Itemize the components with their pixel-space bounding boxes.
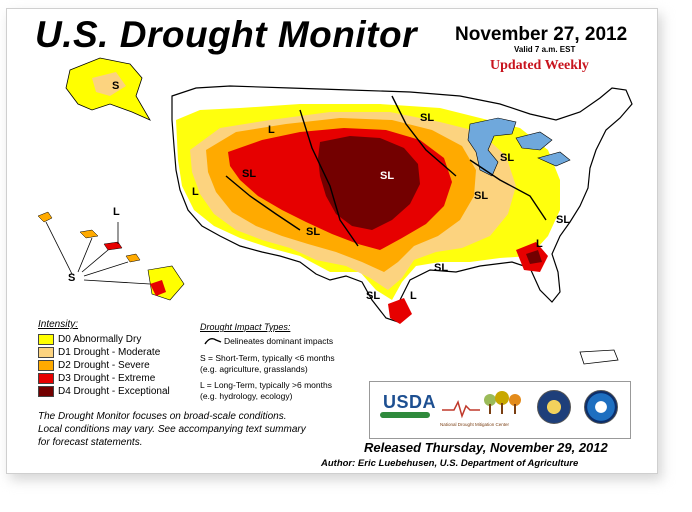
ndmc-caption: National Drought Mitigation Center — [440, 422, 510, 427]
legend-swatch-d0 — [38, 333, 54, 345]
legend-label: D4 Drought - Exceptional — [58, 385, 170, 397]
impact-short-2: (e.g. agriculture, grasslands) — [200, 364, 308, 374]
hawaii-2 — [79, 229, 99, 239]
label-sl-gulf: SL — [474, 190, 489, 202]
hawaii-5-d2 — [150, 280, 166, 296]
label-alaska-s: S — [112, 80, 120, 92]
map-date: November 27, 2012 — [455, 24, 628, 45]
puerto-rico — [579, 349, 619, 365]
label-sl-west: SL — [242, 168, 257, 180]
usda-logo: USDA — [383, 392, 437, 412]
label-l-se: L — [536, 238, 543, 250]
page-title: U.S. Drought Monitor — [35, 14, 417, 55]
legend-swatch-d2 — [38, 359, 54, 371]
legend-label: D2 Drought - Severe — [58, 359, 150, 371]
label-hawaii-l: L — [113, 206, 120, 218]
label-sl-south: SL — [434, 262, 449, 274]
label-l-nw: L — [268, 124, 275, 136]
commerce-seal-icon — [537, 390, 571, 424]
impact-line-icon — [204, 337, 222, 345]
note-line-1: The Drought Monitor focuses on broad-sca… — [38, 411, 287, 422]
legend-swatch-d4 — [38, 385, 54, 397]
noaa-logo-icon — [584, 390, 618, 424]
texas-d3 — [388, 298, 412, 324]
impact-heading: Drought Impact Types: — [200, 322, 291, 332]
label-sl-sw: SL — [306, 226, 321, 238]
author-credit: Author: Eric Luebehusen, U.S. Department… — [321, 458, 579, 469]
legend-heading: Intensity: — [38, 319, 79, 330]
alaska-d1 — [92, 72, 126, 96]
ndmc-logo — [442, 391, 521, 419]
updated-note: Updated Weekly — [490, 58, 589, 73]
label-sl-east: SL — [556, 214, 571, 226]
impact-long-1: L = Long-Term, typically >6 months — [200, 380, 332, 390]
label-sl-center: SL — [380, 170, 395, 182]
legend-item: D1 Drought - Moderate — [38, 346, 160, 358]
usda-wave-icon — [380, 412, 430, 418]
southeast-d4 — [526, 250, 542, 264]
legend-label: D1 Drought - Moderate — [58, 346, 161, 358]
legend-swatch-d1 — [38, 346, 54, 358]
great-lakes — [467, 117, 571, 177]
label-l-ca: L — [192, 186, 199, 198]
label-l-south: L — [410, 290, 417, 302]
legend-swatch-d3 — [38, 372, 54, 384]
legend-item: D2 Drought - Severe — [38, 359, 150, 371]
legend-item: D4 Drought - Exceptional — [38, 385, 170, 397]
impact-delineates: Delineates dominant impacts — [224, 336, 334, 346]
note-line-3: for forecast statements. — [38, 437, 143, 448]
legend-item: D0 Abnormally Dry — [38, 333, 141, 345]
d4-region — [318, 136, 420, 230]
label-sl-ne: SL — [500, 152, 515, 164]
hawaii-pointers — [45, 221, 151, 285]
valid-time: Valid 7 a.m. EST — [514, 45, 576, 54]
label-sl-tx: SL — [366, 290, 381, 302]
hawaii-1 — [37, 211, 53, 223]
legend-item: D3 Drought - Extreme — [38, 372, 155, 384]
label-hawaii-s: S — [68, 272, 76, 284]
legend-label: D0 Abnormally Dry — [58, 333, 142, 345]
release-date: Released Thursday, November 29, 2012 — [364, 440, 608, 455]
hawaii-3 — [103, 241, 123, 251]
note-line-2: Local conditions may vary. See accompany… — [38, 424, 306, 435]
impact-boundaries — [225, 95, 547, 247]
label-sl-mi: SL — [420, 112, 435, 124]
hawaii-4 — [125, 253, 141, 263]
impact-long-2: (e.g. hydrology, ecology) — [200, 391, 293, 401]
impact-short-1: S = Short-Term, typically <6 months — [200, 353, 335, 363]
legend-label: D3 Drought - Extreme — [58, 372, 156, 384]
